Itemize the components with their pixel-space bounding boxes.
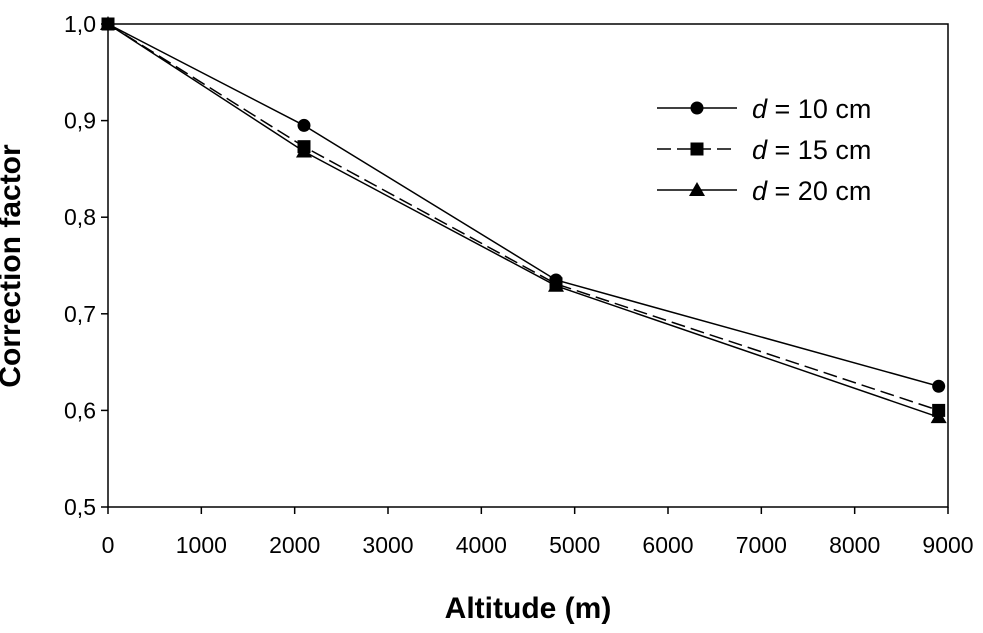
plot-area — [107, 23, 949, 508]
legend-label-value: = 15 cm — [767, 135, 871, 165]
x-tick-label: 0 — [102, 532, 115, 558]
x-tick-label: 5000 — [549, 532, 600, 558]
x-tick-label: 7000 — [736, 532, 787, 558]
y-tick-label: 0,8 — [64, 204, 96, 230]
y-axis-title: Correction factor — [0, 144, 27, 388]
data-point-triangle — [100, 16, 116, 30]
legend-label-variable: d — [752, 94, 768, 124]
x-tick-label: 4000 — [456, 532, 507, 558]
legend-label-value: = 20 cm — [767, 176, 871, 206]
legend-label-value: = 10 cm — [767, 94, 871, 124]
legend-marker-circle — [690, 101, 704, 115]
y-tick-label: 0,5 — [64, 494, 96, 520]
legend-label-variable: d — [752, 135, 768, 165]
legend-marker-triangle — [689, 182, 705, 196]
y-tick-label: 0,7 — [64, 301, 96, 327]
x-axis: 0 1000 2000 3000 4000 5000 6000 7000 8000 9000 — [102, 507, 974, 558]
y-tick-label: 0,9 — [64, 108, 96, 134]
x-tick-label: 3000 — [362, 532, 413, 558]
data-point-triangle — [548, 277, 564, 292]
x-axis-title: Altitude (m) — [445, 592, 612, 625]
data-point-triangle — [930, 409, 947, 424]
legend: d = 10 cmd = 15 cmd = 20 cm — [657, 94, 871, 206]
series-lines — [107, 23, 939, 418]
data-point-circle — [932, 379, 946, 393]
x-tick-label: 2000 — [269, 532, 320, 558]
legend-label: d = 20 cm — [752, 176, 871, 206]
y-tick-label: 0,6 — [64, 397, 96, 423]
y-axis: 0,5 0,6 0,7 0,8 0,9 1,0 — [64, 11, 108, 520]
x-tick-label: 8000 — [829, 532, 880, 558]
data-point-circle — [297, 118, 311, 132]
legend-label: d = 15 cm — [752, 135, 871, 165]
series-line-triangle — [107, 23, 939, 418]
series-markers — [100, 16, 947, 424]
x-tick-label: 1000 — [176, 532, 227, 558]
legend-marker-square — [690, 142, 704, 156]
y-tick-label: 1,0 — [64, 11, 96, 37]
legend-label: d = 10 cm — [752, 94, 871, 124]
legend-label-variable: d — [752, 176, 768, 206]
x-tick-label: 9000 — [922, 532, 973, 558]
x-tick-label: 6000 — [642, 532, 693, 558]
series-line-circle — [107, 23, 939, 387]
data-point-triangle — [296, 143, 312, 158]
